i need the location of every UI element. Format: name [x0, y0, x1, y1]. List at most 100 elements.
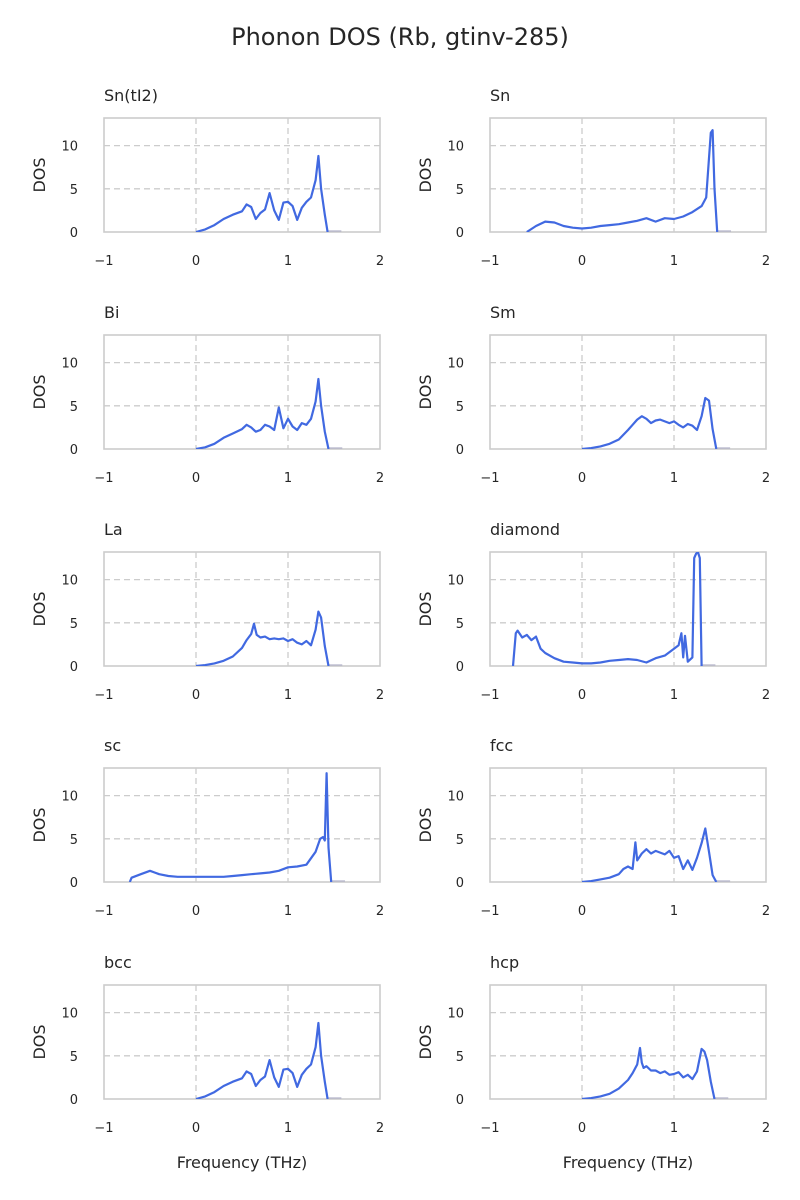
y-tick-label: 5	[456, 1050, 464, 1065]
y-tick-label: 10	[61, 574, 78, 589]
panel-5: La −1 0 1 2 0 5 10 DOS	[30, 520, 384, 703]
x-tick-label: 2	[762, 904, 770, 919]
axes-frame	[103, 984, 381, 1100]
y-axis-label: DOS	[416, 374, 435, 409]
panel-1: Sn(tI2) −1 0 1 2 0 5 10 DOS	[30, 86, 384, 269]
x-tick-label: 0	[578, 904, 586, 919]
y-tick-label: 5	[70, 617, 78, 632]
x-tick-label: 0	[192, 688, 200, 703]
y-axis-label: DOS	[30, 807, 49, 842]
y-tick-label: 10	[447, 574, 464, 589]
x-tick-label: 2	[376, 471, 384, 486]
x-tick-label: −1	[94, 1121, 113, 1136]
panel-10: hcp −1 0 1 2 0 5 10 DOS Frequency (THz)	[416, 953, 770, 1172]
x-tick-label: 0	[192, 254, 200, 269]
y-axis-label: DOS	[30, 1024, 49, 1059]
y-tick-label: 0	[456, 660, 464, 675]
y-tick-label: 10	[447, 790, 464, 805]
axes-frame	[489, 117, 767, 233]
y-axis-label: DOS	[416, 807, 435, 842]
y-tick-label: 0	[70, 443, 78, 458]
dos-curve	[195, 610, 330, 666]
x-tick-label: 1	[284, 254, 292, 269]
x-tick-label: 0	[192, 1121, 200, 1136]
y-tick-label: 0	[456, 1093, 464, 1108]
x-tick-label: −1	[94, 254, 113, 269]
dos-curve	[195, 154, 329, 232]
dos-curve	[511, 552, 703, 666]
y-axis-label: DOS	[30, 157, 49, 192]
panel-title: diamond	[490, 520, 560, 539]
x-tick-label: 1	[284, 471, 292, 486]
axes-frame	[103, 551, 381, 667]
panel-9: bcc −1 0 1 2 0 5 10 DOS Frequency (THz)	[30, 953, 384, 1172]
y-tick-label: 5	[456, 400, 464, 415]
x-tick-label: 0	[192, 904, 200, 919]
y-tick-label: 0	[456, 876, 464, 891]
x-tick-label: 2	[376, 688, 384, 703]
x-tick-label: 1	[284, 904, 292, 919]
dos-curve	[128, 772, 333, 882]
panel-7: sc −1 0 1 2 0 5 10 DOS	[30, 736, 384, 919]
dos-curve	[195, 377, 330, 449]
y-tick-label: 5	[456, 833, 464, 848]
panel-title: bcc	[104, 953, 132, 972]
dos-curve	[581, 1046, 716, 1099]
panel-6: diamond −1 0 1 2 0 5 10 DOS	[416, 520, 770, 703]
x-tick-label: 1	[284, 688, 292, 703]
y-tick-label: 10	[61, 790, 78, 805]
y-axis-label: DOS	[416, 157, 435, 192]
axes-frame	[489, 767, 767, 883]
x-axis-label: Frequency (THz)	[177, 1153, 307, 1172]
panel-title: Bi	[104, 303, 119, 322]
x-tick-label: −1	[94, 471, 113, 486]
panel-title: Sn(tI2)	[104, 86, 158, 105]
y-tick-label: 0	[70, 1093, 78, 1108]
y-tick-label: 10	[447, 357, 464, 372]
y-tick-label: 0	[70, 660, 78, 675]
x-tick-label: −1	[480, 471, 499, 486]
y-axis-label: DOS	[30, 374, 49, 409]
x-tick-label: 2	[376, 904, 384, 919]
x-tick-label: 0	[578, 688, 586, 703]
y-tick-label: 0	[456, 443, 464, 458]
y-tick-label: 5	[70, 1050, 78, 1065]
y-tick-label: 5	[456, 183, 464, 198]
x-tick-label: 0	[192, 471, 200, 486]
panel-4: Sm −1 0 1 2 0 5 10 DOS	[416, 303, 770, 486]
x-tick-label: 1	[670, 688, 678, 703]
y-tick-label: 10	[447, 140, 464, 155]
y-tick-label: 5	[70, 400, 78, 415]
y-tick-label: 0	[70, 226, 78, 241]
x-tick-label: 2	[762, 254, 770, 269]
panel-title: fcc	[490, 736, 513, 755]
axes-frame	[103, 117, 381, 233]
y-tick-label: 10	[447, 1007, 464, 1022]
x-tick-label: 1	[670, 471, 678, 486]
x-tick-label: −1	[480, 904, 499, 919]
x-tick-label: 0	[578, 471, 586, 486]
x-tick-label: 2	[762, 688, 770, 703]
dos-curve	[581, 827, 718, 882]
y-tick-label: 10	[61, 357, 78, 372]
x-tick-label: −1	[480, 254, 499, 269]
y-tick-label: 5	[70, 833, 78, 848]
dos-curve	[195, 1021, 329, 1099]
x-tick-label: 1	[670, 254, 678, 269]
axes-frame	[489, 334, 767, 450]
dos-curve	[526, 129, 719, 232]
dos-curve	[581, 396, 718, 449]
y-tick-label: 10	[61, 1007, 78, 1022]
x-tick-label: −1	[480, 1121, 499, 1136]
y-tick-label: 0	[456, 226, 464, 241]
y-axis-label: DOS	[416, 1024, 435, 1059]
y-tick-label: 5	[456, 617, 464, 632]
panel-3: Bi −1 0 1 2 0 5 10 DOS	[30, 303, 384, 486]
x-tick-label: −1	[94, 904, 113, 919]
panel-title: Sm	[490, 303, 516, 322]
panel-title: hcp	[490, 953, 519, 972]
x-tick-label: −1	[94, 688, 113, 703]
axes-frame	[103, 767, 381, 883]
